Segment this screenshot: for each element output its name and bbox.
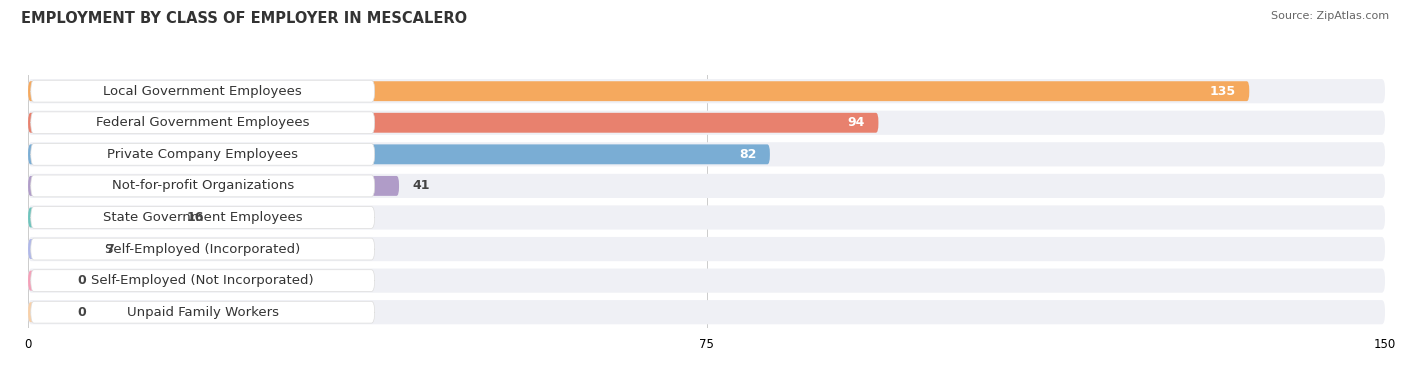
- FancyBboxPatch shape: [28, 207, 173, 227]
- FancyBboxPatch shape: [28, 268, 1385, 293]
- Text: Self-Employed (Not Incorporated): Self-Employed (Not Incorporated): [91, 274, 314, 287]
- FancyBboxPatch shape: [28, 237, 1385, 261]
- Text: 0: 0: [77, 274, 87, 287]
- FancyBboxPatch shape: [28, 174, 1385, 198]
- FancyBboxPatch shape: [28, 142, 1385, 166]
- FancyBboxPatch shape: [28, 81, 1250, 101]
- Text: Unpaid Family Workers: Unpaid Family Workers: [127, 306, 278, 319]
- FancyBboxPatch shape: [28, 300, 1385, 324]
- FancyBboxPatch shape: [28, 271, 69, 291]
- FancyBboxPatch shape: [31, 143, 374, 165]
- Text: 82: 82: [740, 148, 756, 161]
- Text: 135: 135: [1209, 85, 1236, 98]
- Text: State Government Employees: State Government Employees: [103, 211, 302, 224]
- FancyBboxPatch shape: [28, 144, 770, 164]
- FancyBboxPatch shape: [28, 113, 879, 133]
- Text: Not-for-profit Organizations: Not-for-profit Organizations: [111, 179, 294, 192]
- Text: Federal Government Employees: Federal Government Employees: [96, 116, 309, 129]
- FancyBboxPatch shape: [31, 80, 374, 102]
- Text: EMPLOYMENT BY CLASS OF EMPLOYER IN MESCALERO: EMPLOYMENT BY CLASS OF EMPLOYER IN MESCA…: [21, 11, 467, 26]
- Text: Source: ZipAtlas.com: Source: ZipAtlas.com: [1271, 11, 1389, 21]
- FancyBboxPatch shape: [31, 301, 374, 323]
- FancyBboxPatch shape: [31, 112, 374, 134]
- FancyBboxPatch shape: [28, 205, 1385, 230]
- Text: 41: 41: [412, 179, 430, 192]
- FancyBboxPatch shape: [31, 270, 374, 291]
- FancyBboxPatch shape: [31, 207, 374, 228]
- FancyBboxPatch shape: [31, 175, 374, 197]
- FancyBboxPatch shape: [28, 302, 69, 322]
- FancyBboxPatch shape: [31, 238, 374, 260]
- Text: 0: 0: [77, 306, 87, 319]
- Text: Private Company Employees: Private Company Employees: [107, 148, 298, 161]
- Text: 94: 94: [848, 116, 865, 129]
- Text: 7: 7: [105, 242, 114, 256]
- Text: Self-Employed (Incorporated): Self-Employed (Incorporated): [105, 242, 301, 256]
- Text: 16: 16: [187, 211, 204, 224]
- Text: Local Government Employees: Local Government Employees: [103, 85, 302, 98]
- FancyBboxPatch shape: [28, 176, 399, 196]
- FancyBboxPatch shape: [28, 239, 91, 259]
- FancyBboxPatch shape: [28, 79, 1385, 103]
- FancyBboxPatch shape: [28, 111, 1385, 135]
